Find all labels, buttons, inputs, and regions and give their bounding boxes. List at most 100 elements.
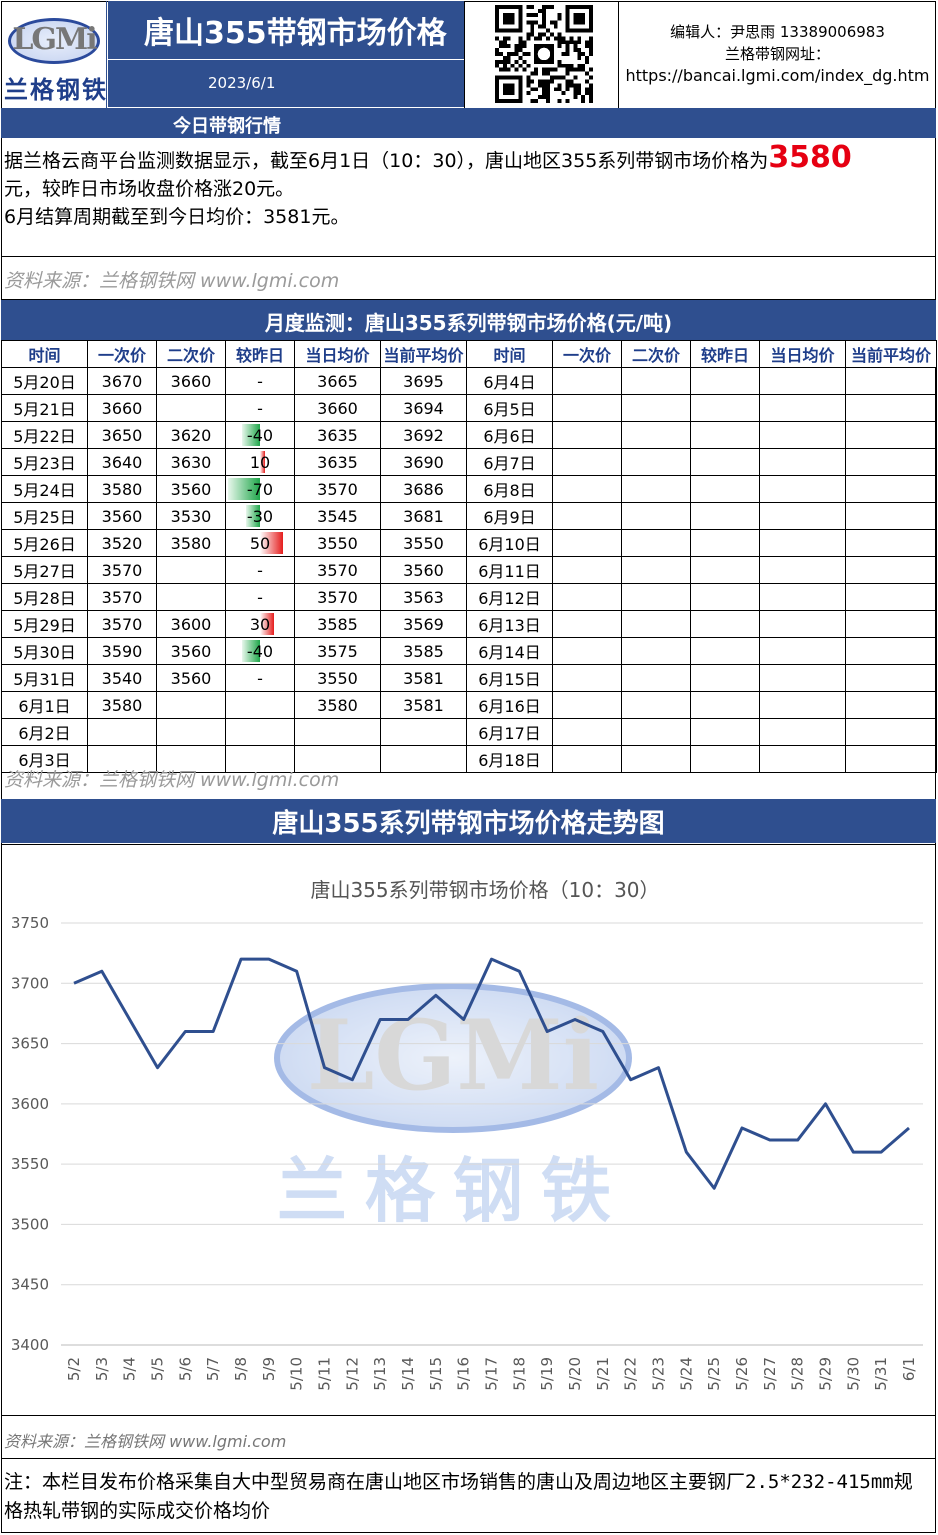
cell-avg: 3550 xyxy=(294,529,381,557)
column-header: 当前平均价 xyxy=(845,340,937,368)
cell-p1: 3520 xyxy=(87,529,157,557)
cell-empty xyxy=(621,448,691,476)
column-header: 当日均价 xyxy=(759,340,846,368)
cell-empty xyxy=(621,421,691,449)
cell-empty xyxy=(690,664,760,692)
cell-empty xyxy=(845,367,937,395)
cell-p1: 3570 xyxy=(87,583,157,611)
cell-cavg: 3569 xyxy=(380,610,467,638)
cell-p2 xyxy=(156,583,226,611)
column-header: 二次价 xyxy=(621,340,691,368)
cell-p1 xyxy=(87,745,157,773)
qr-cell xyxy=(464,1,619,108)
today-average-text: 6月结算周期截至到今日均价：3581元。 xyxy=(4,206,350,228)
x-tick-label: 5/18 xyxy=(510,1357,528,1391)
cell-date2: 6月9日 xyxy=(466,502,553,530)
cell-date: 5月28日 xyxy=(1,583,88,611)
cell-empty xyxy=(552,664,622,692)
cell-p1: 3580 xyxy=(87,475,157,503)
cell-empty xyxy=(552,529,622,557)
table-row: 6月1日 3580 3580 3581 6月16日 xyxy=(1,691,937,719)
cell-avg: 3660 xyxy=(294,394,381,422)
change-value: -40 xyxy=(246,641,274,661)
cell-empty xyxy=(552,610,622,638)
cell-empty xyxy=(552,367,622,395)
table-row: 5月29日 3570 3600 30 3585 3569 6月13日 xyxy=(1,610,937,638)
y-tick-label: 3400 xyxy=(11,1336,49,1354)
x-tick-label: 5/28 xyxy=(789,1357,807,1391)
cell-empty xyxy=(690,367,760,395)
cell-date2: 6月15日 xyxy=(466,664,553,692)
page-title: 唐山355带钢市场价格 xyxy=(108,1,464,59)
cell-empty xyxy=(845,394,937,422)
watermark-chinese: 兰格钢铁 xyxy=(277,1150,629,1232)
cell-chg: 10 xyxy=(225,448,295,476)
column-header: 时间 xyxy=(466,340,553,368)
logo-area xyxy=(1,1,107,108)
x-tick-label: 5/20 xyxy=(566,1357,584,1391)
y-tick-label: 3450 xyxy=(11,1276,49,1294)
change-bar xyxy=(260,532,283,554)
cell-p1: 3570 xyxy=(87,610,157,638)
cell-date2: 6月16日 xyxy=(466,691,553,719)
cell-p1: 3580 xyxy=(87,691,157,719)
x-tick-label: 5/15 xyxy=(427,1357,445,1391)
column-header: 较昨日 xyxy=(225,340,295,368)
cell-date: 5月24日 xyxy=(1,475,88,503)
change-value: - xyxy=(257,587,263,607)
cell-avg: 3635 xyxy=(294,421,381,449)
today-price: 3580 xyxy=(768,140,852,175)
change-value: -70 xyxy=(246,479,274,499)
cell-date2: 6月11日 xyxy=(466,556,553,584)
site-label: 兰格带钢网址： xyxy=(724,45,830,63)
x-tick-label: 5/2 xyxy=(65,1357,83,1381)
cell-cavg: 3692 xyxy=(380,421,467,449)
site-url-link[interactable]: https://bancai.lgmi.com/index_dg.htm xyxy=(625,66,930,85)
cell-empty xyxy=(845,448,937,476)
cell-empty xyxy=(759,718,846,746)
cell-date: 5月27日 xyxy=(1,556,88,584)
cell-chg: -40 xyxy=(225,637,295,665)
y-tick-label: 3650 xyxy=(11,1035,49,1053)
cell-empty xyxy=(621,745,691,773)
table-header-row: 时间 一次价 二次价 较昨日 当日均价 当前平均价 时间 一次价 二次价 较昨日 当日均价 当前平均价 xyxy=(1,340,937,368)
cell-cavg: 3581 xyxy=(380,664,467,692)
cell-cavg xyxy=(380,745,467,773)
cell-cavg: 3581 xyxy=(380,691,467,719)
watermark-oval xyxy=(274,983,632,1133)
cell-empty xyxy=(759,394,846,422)
cell-p1: 3590 xyxy=(87,637,157,665)
cell-empty xyxy=(845,718,937,746)
change-value: -30 xyxy=(246,506,274,526)
cell-date: 6月2日 xyxy=(1,718,88,746)
cell-date: 5月30日 xyxy=(1,637,88,665)
cell-cavg: 3690 xyxy=(380,448,467,476)
x-tick-label: 5/9 xyxy=(260,1357,278,1381)
cell-cavg: 3686 xyxy=(380,475,467,503)
change-value: 50 xyxy=(249,533,271,553)
cell-date2: 6月13日 xyxy=(466,610,553,638)
cell-avg: 3635 xyxy=(294,448,381,476)
x-tick-label: 5/29 xyxy=(817,1357,835,1391)
today-summary: 据兰格云商平台监测数据显示，截至6月1日（10：30），唐山地区355系列带钢市… xyxy=(4,143,932,231)
cell-empty xyxy=(845,529,937,557)
cell-date2: 6月12日 xyxy=(466,583,553,611)
x-tick-label: 5/14 xyxy=(399,1357,417,1391)
cell-p2: 3530 xyxy=(156,502,226,530)
cell-cavg: 3585 xyxy=(380,637,467,665)
x-tick-label: 5/17 xyxy=(483,1357,501,1391)
x-tick-label: 5/3 xyxy=(93,1357,111,1381)
cell-empty xyxy=(759,475,846,503)
table-row: 5月28日 3570-3570 3563 6月12日 xyxy=(1,583,937,611)
cell-date2: 6月7日 xyxy=(466,448,553,476)
x-tick-label: 5/6 xyxy=(176,1357,194,1381)
divider xyxy=(1,844,936,845)
cell-empty xyxy=(621,367,691,395)
price-trend-chart: LGMi 兰格钢铁 3400 3450 3500 3550 3600 3650 3700 37… xyxy=(11,878,923,1391)
table-row: 5月23日 3640 3630 10 3635 3690 6月7日 xyxy=(1,448,937,476)
cell-p2: 3660 xyxy=(156,367,226,395)
cell-chg: 50 xyxy=(225,529,295,557)
cell-avg: 3570 xyxy=(294,475,381,503)
cell-empty xyxy=(690,718,760,746)
table-row: 5月24日 3580 3560 -70 3570 3686 6月8日 xyxy=(1,475,937,503)
